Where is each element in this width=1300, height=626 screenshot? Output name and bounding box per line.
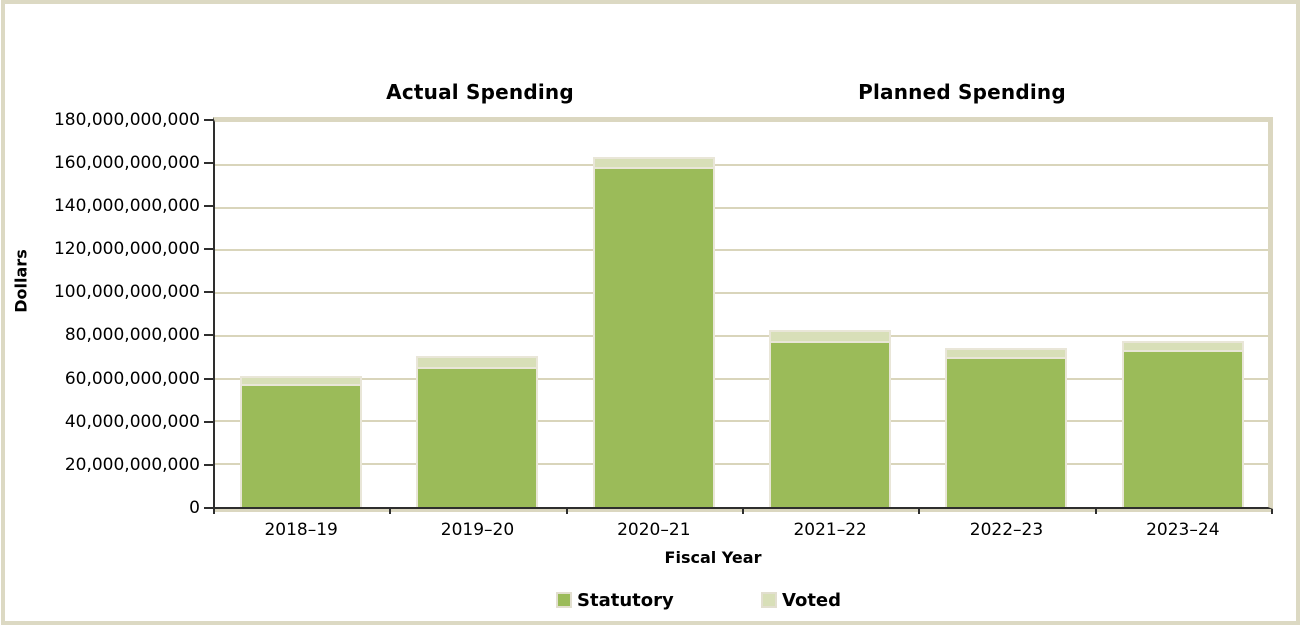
y-tick-mark bbox=[204, 248, 213, 250]
gridline bbox=[215, 420, 1268, 423]
y-tick-mark bbox=[204, 118, 213, 121]
bar-voted-2021–22 bbox=[769, 329, 892, 342]
x-tick-mark bbox=[565, 509, 568, 514]
bar-statutory-2021–22 bbox=[769, 341, 892, 507]
bar-statutory-2018–19 bbox=[240, 384, 363, 507]
y-tick-mark bbox=[204, 161, 213, 164]
bar-voted-2022–23 bbox=[945, 347, 1068, 358]
y-tick-mark bbox=[204, 420, 213, 423]
y-tick-label: 100,000,000,000 bbox=[53, 282, 200, 303]
gridline bbox=[215, 377, 1268, 380]
statutory-swatch-icon bbox=[556, 592, 572, 608]
x-tick-mark bbox=[1094, 509, 1097, 514]
gridline bbox=[215, 292, 1268, 295]
x-tick-label: 2022–23 bbox=[969, 520, 1044, 540]
x-tick-mark bbox=[213, 509, 215, 514]
y-tick-mark bbox=[204, 204, 213, 207]
bar-voted-2023–24 bbox=[1121, 340, 1244, 350]
legend-label-voted: Voted bbox=[782, 589, 842, 611]
gridline bbox=[215, 334, 1268, 337]
x-tick-label: 2020–21 bbox=[617, 520, 691, 540]
y-tick-mark bbox=[204, 507, 213, 510]
gridline bbox=[215, 206, 1268, 209]
y-tick-label: 80,000,000,000 bbox=[64, 325, 200, 346]
y-tick-mark bbox=[204, 463, 213, 466]
section-title-planned-spending: Planned Spending bbox=[858, 80, 1066, 104]
legend-label-statutory: Statutory bbox=[577, 589, 674, 611]
y-tick-mark bbox=[204, 291, 213, 294]
section-title-actual-spending: Actual Spending bbox=[386, 80, 574, 104]
y-tick-label: 0 bbox=[189, 498, 200, 519]
bar-statutory-2020–21 bbox=[592, 166, 715, 507]
x-tick-label: 2019–20 bbox=[440, 520, 515, 540]
y-axis-title: Dollars bbox=[11, 249, 31, 313]
y-tick-label: 20,000,000,000 bbox=[64, 454, 200, 475]
voted-swatch-icon bbox=[761, 592, 777, 608]
y-tick-label: 180,000,000,000 bbox=[53, 109, 200, 130]
gridline bbox=[215, 249, 1268, 252]
x-tick-mark bbox=[741, 509, 744, 514]
x-tick-mark bbox=[389, 509, 392, 514]
bar-voted-2020–21 bbox=[592, 157, 715, 167]
y-tick-label: 140,000,000,000 bbox=[53, 195, 200, 216]
bar-statutory-2019–20 bbox=[416, 366, 539, 507]
legend-item-voted: Voted bbox=[761, 589, 842, 611]
bar-voted-2019–20 bbox=[416, 356, 539, 367]
y-tick-mark bbox=[204, 334, 213, 337]
x-tick-label: 2021–22 bbox=[793, 520, 867, 540]
x-tick-mark bbox=[1270, 509, 1273, 514]
legend-item-statutory: Statutory bbox=[556, 589, 674, 611]
x-tick-mark bbox=[918, 509, 921, 514]
bar-statutory-2023–24 bbox=[1121, 349, 1244, 507]
gridline bbox=[215, 463, 1268, 466]
plot-area bbox=[213, 117, 1273, 509]
bar-statutory-2022–23 bbox=[945, 357, 1068, 507]
bar-voted-2018–19 bbox=[240, 376, 363, 385]
y-tick-label: 160,000,000,000 bbox=[53, 152, 200, 173]
x-tick-label: 2018–19 bbox=[264, 520, 338, 540]
gridline bbox=[215, 163, 1268, 166]
y-tick-label: 120,000,000,000 bbox=[53, 239, 200, 259]
y-tick-label: 60,000,000,000 bbox=[64, 368, 200, 389]
y-tick-label: 40,000,000,000 bbox=[64, 411, 200, 432]
x-axis-title: Fiscal Year bbox=[664, 548, 762, 567]
x-tick-label: 2023–24 bbox=[1146, 520, 1220, 540]
y-tick-mark bbox=[204, 377, 213, 380]
